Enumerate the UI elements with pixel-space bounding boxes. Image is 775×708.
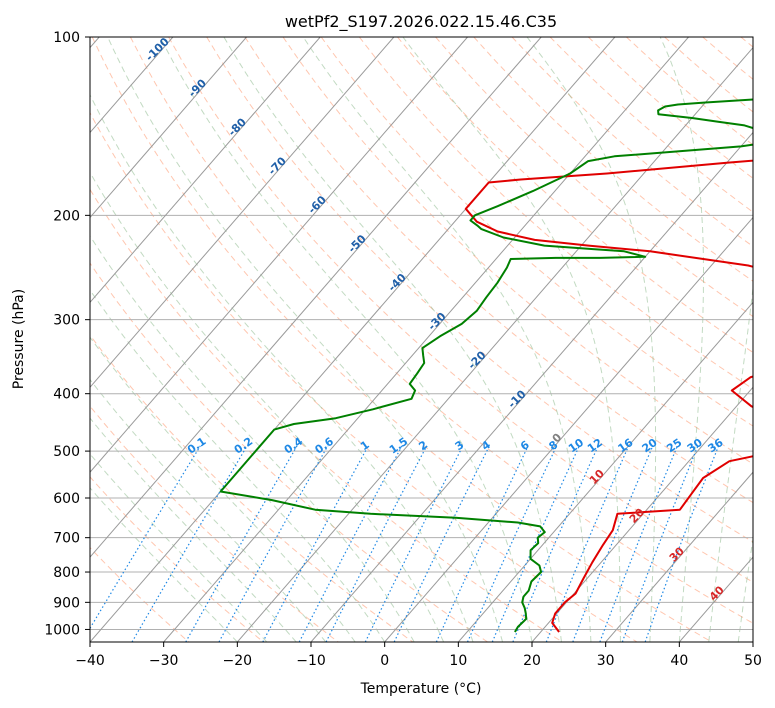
y-tick-label: 1000 <box>44 622 80 638</box>
dry-adiabat <box>397 37 753 354</box>
mixing-ratio-line <box>512 445 599 642</box>
x-tick-label: 30 <box>597 653 615 669</box>
mixing-ratio-line <box>621 445 699 642</box>
y-tick-label: 100 <box>53 30 80 46</box>
temperature-line <box>464 159 753 633</box>
isotherm <box>90 37 468 473</box>
x-axis-title: Temperature (°C) <box>360 681 482 697</box>
isotherm <box>310 131 753 642</box>
y-tick-label: 700 <box>53 531 80 547</box>
dewpoint-line <box>219 98 753 633</box>
y-tick-label: 200 <box>53 208 80 224</box>
isotherm <box>90 37 542 558</box>
y-axis: 100 200 300 400 500 600 700 800 900 1000 <box>44 30 90 638</box>
x-tick-label: −30 <box>149 653 179 669</box>
y-tick-label: 400 <box>53 387 80 403</box>
moist-adiabat <box>90 453 268 642</box>
moist-adiabat <box>90 417 297 642</box>
y-axis-title: Pressure (hPa) <box>11 289 27 389</box>
isotherm <box>605 471 753 642</box>
y-tick-label: 300 <box>53 313 80 329</box>
plot-area: -100-90-80-70-60-50-40-30-20-10010203040… <box>90 37 753 642</box>
moist-adiabat <box>90 336 356 642</box>
moist-adiabat <box>526 37 657 642</box>
dry-adiabat <box>91 37 712 642</box>
plot-frame <box>89 36 754 643</box>
moist-adiabat <box>90 378 327 642</box>
mixing-ratio-line <box>599 445 678 642</box>
mixing-ratio-line <box>131 445 248 642</box>
x-axis: −40 −30 −20 −10 0 10 20 30 40 50 <box>75 642 762 669</box>
y-tick-label: 500 <box>53 444 80 460</box>
moist-adiabat <box>402 37 621 642</box>
dry-adiabat <box>90 405 339 642</box>
isotherm <box>90 37 395 389</box>
dry-adiabat <box>90 262 488 642</box>
dry-adiabat <box>358 37 753 390</box>
mixing-ratio-line <box>218 445 329 642</box>
dry-adiabat <box>129 37 753 624</box>
mixing-ratio-lines <box>90 445 720 642</box>
y-tick-label: 900 <box>53 595 80 611</box>
x-tick-label: −40 <box>75 653 105 669</box>
moist-adiabat <box>90 93 474 642</box>
isotherm <box>90 37 247 219</box>
x-tick-label: 0 <box>380 653 389 669</box>
mixing-ratio-line <box>90 445 201 630</box>
dry-adiabat <box>244 37 753 504</box>
x-tick-label: −20 <box>223 653 253 669</box>
x-tick-label: 40 <box>670 653 688 669</box>
moist-adiabat <box>107 37 503 642</box>
isotherm <box>163 37 689 642</box>
dry-adiabat <box>435 37 753 318</box>
mixing-ratio-line <box>325 445 428 642</box>
x-tick-label: 10 <box>449 653 467 669</box>
isotherm <box>236 46 753 642</box>
moist-adiabat <box>708 284 753 642</box>
x-tick-label: −10 <box>296 653 326 669</box>
chart-title: wetPf2_S197.2026.022.15.46.C35 <box>285 12 557 32</box>
moist-adiabat <box>737 535 753 642</box>
isotherm <box>384 216 753 642</box>
dry-adiabat <box>90 111 638 642</box>
isotherm <box>531 386 753 642</box>
isotherm <box>90 37 321 304</box>
dry-adiabat <box>168 37 753 583</box>
isotherms <box>90 37 753 642</box>
y-tick-label: 800 <box>53 565 80 581</box>
dry-adiabat <box>90 188 563 642</box>
mixing-ratio-line <box>644 445 720 642</box>
moist-adiabat <box>90 289 386 642</box>
mixing-ratio-line <box>393 445 490 642</box>
profile-lines <box>219 98 753 633</box>
moist-adiabat <box>659 37 704 642</box>
mixing-ratio-line <box>491 445 580 642</box>
moist-adiabat <box>223 37 562 642</box>
dry-adiabat <box>90 476 264 642</box>
mixing-ratio-line <box>364 445 464 642</box>
moist-adiabat <box>302 37 592 642</box>
moist-adiabat <box>90 171 445 642</box>
x-tick-label: 50 <box>744 653 762 669</box>
isotherm <box>457 301 753 642</box>
pressure-gridlines <box>90 37 753 630</box>
x-tick-label: 20 <box>523 653 541 669</box>
dry-adiabat <box>90 334 414 642</box>
isotherm <box>90 37 616 642</box>
y-tick-label: 600 <box>53 491 80 507</box>
